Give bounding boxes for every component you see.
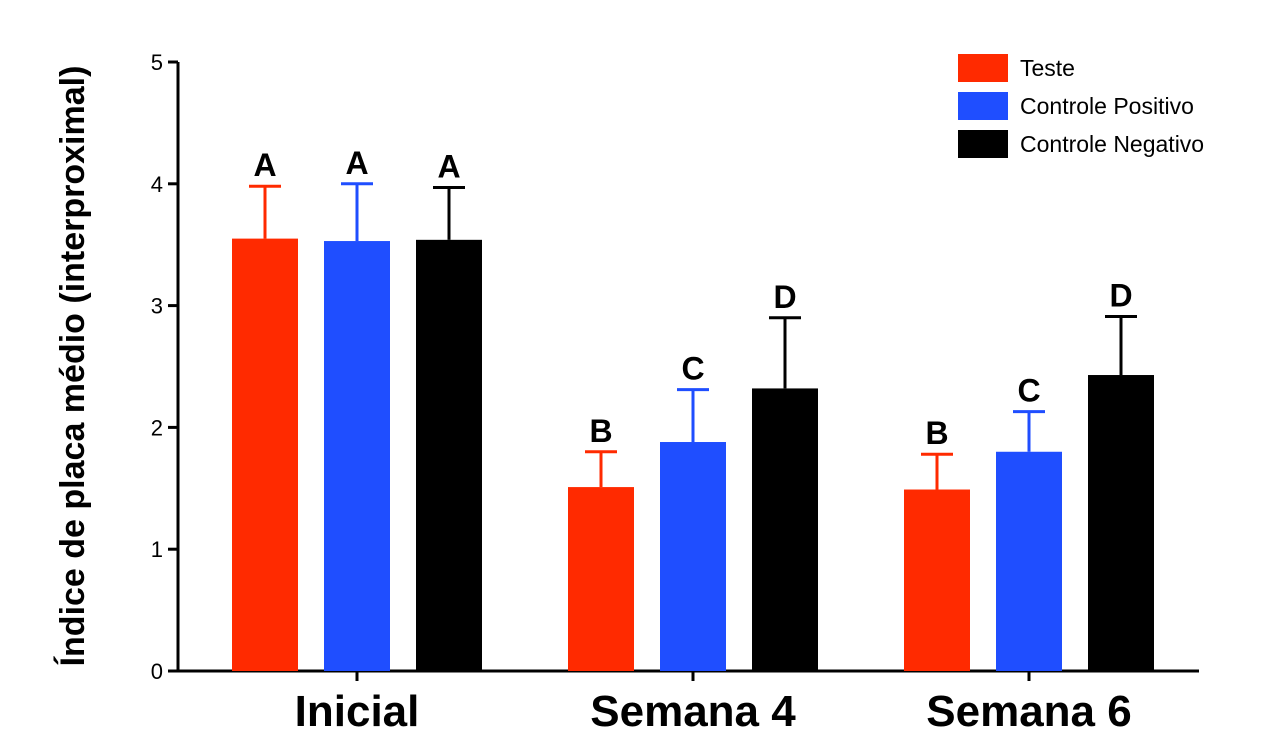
significance-label: C xyxy=(681,351,704,387)
legend-swatch xyxy=(958,130,1008,158)
significance-label: A xyxy=(437,148,460,184)
legend-label: Controle Positivo xyxy=(1020,93,1194,119)
legend-label: Teste xyxy=(1020,55,1075,81)
significance-label: B xyxy=(589,413,612,449)
legend-label: Controle Negativo xyxy=(1020,131,1204,157)
y-tick-label: 2 xyxy=(151,415,163,440)
y-tick-label: 5 xyxy=(151,50,163,75)
significance-label: B xyxy=(925,415,948,451)
bar xyxy=(568,487,634,671)
bar xyxy=(660,442,726,671)
legend-swatch xyxy=(958,54,1008,82)
bar xyxy=(904,489,970,671)
x-category-label: Semana 4 xyxy=(590,687,796,736)
bar xyxy=(1088,375,1154,671)
bar xyxy=(232,238,298,672)
legend-swatch xyxy=(958,92,1008,120)
bar xyxy=(752,388,818,671)
x-category-label: Inicial xyxy=(295,687,420,736)
y-tick-label: 0 xyxy=(151,659,163,684)
bar xyxy=(416,239,482,671)
significance-label: D xyxy=(773,279,796,315)
significance-label: A xyxy=(253,147,276,183)
y-tick-label: 1 xyxy=(151,537,163,562)
significance-label: A xyxy=(345,145,368,181)
y-tick-label: 4 xyxy=(151,172,163,197)
bar xyxy=(996,451,1062,671)
significance-label: C xyxy=(1017,373,1040,409)
significance-label: D xyxy=(1109,278,1132,314)
bar xyxy=(324,241,390,671)
x-category-label: Semana 6 xyxy=(926,687,1131,736)
y-axis-title: Índice de placa médio (interproximal) xyxy=(54,66,92,667)
y-tick-label: 3 xyxy=(151,294,163,319)
